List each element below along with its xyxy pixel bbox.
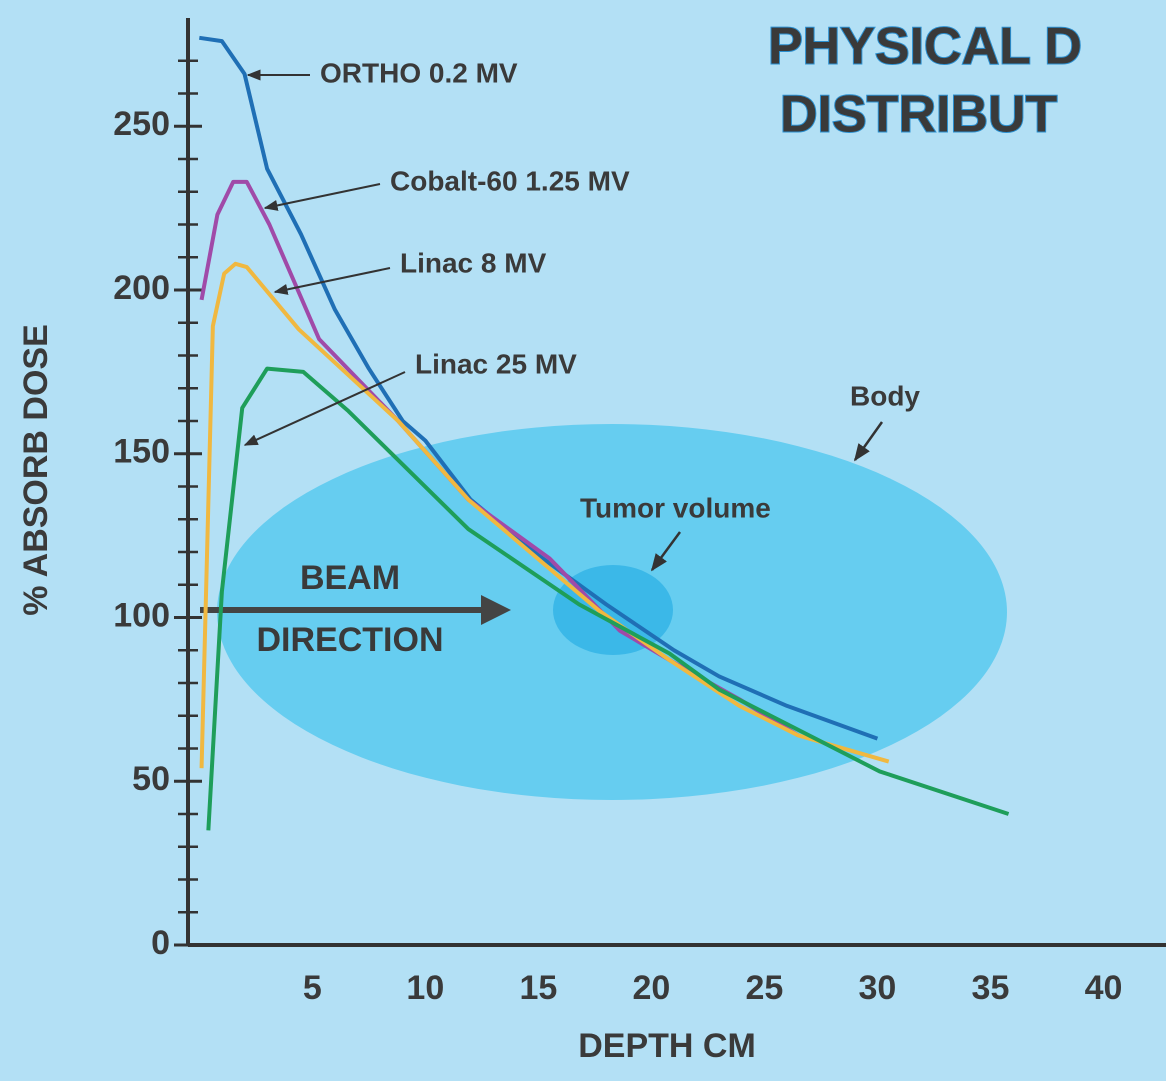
annotation: Tumor volume — [580, 492, 771, 523]
y-tick-label: 200 — [113, 269, 170, 307]
annotation-arrow — [853, 421, 884, 462]
annotation: BEAM — [300, 559, 400, 597]
y-tick-label: 100 — [113, 596, 170, 634]
y-tick-label: 250 — [113, 105, 170, 143]
title: DISTRIBUT — [780, 86, 1058, 144]
series-line — [199, 35, 879, 741]
series-label: Linac 25 MV — [415, 348, 577, 379]
series-label: ORTHO 0.2 MV — [320, 57, 518, 88]
x-tick-label: 40 — [1085, 969, 1123, 1007]
series-label: Linac 8 MV — [400, 247, 547, 278]
series-label: Cobalt-60 1.25 MV — [390, 165, 630, 196]
title: PHYSICAL D — [768, 18, 1082, 76]
series-label-arrow — [273, 267, 391, 295]
x-tick-label: 25 — [746, 969, 784, 1007]
series-line — [206, 366, 1010, 831]
series-line — [199, 261, 890, 769]
annotation: DIRECTION — [257, 621, 444, 659]
series-label-arrow — [263, 183, 381, 211]
x-tick-label: 5 — [303, 969, 322, 1007]
y-tick-label: 150 — [113, 433, 170, 471]
x-tick-label: 20 — [632, 969, 670, 1007]
x-axis-label: DEPTH CM — [578, 1027, 756, 1065]
x-tick-label: 30 — [859, 969, 897, 1007]
y-axis-label: % ABSORB DOSE — [17, 324, 55, 616]
annotation-arrow — [650, 531, 682, 572]
x-tick-label: 10 — [406, 969, 444, 1007]
annotation: Body — [850, 380, 920, 411]
x-tick-label: 35 — [972, 969, 1010, 1007]
y-tick-label: 0 — [151, 924, 170, 962]
x-tick-label: 15 — [519, 969, 557, 1007]
y-tick-label: 50 — [132, 760, 170, 798]
series-label-arrow — [243, 371, 406, 446]
